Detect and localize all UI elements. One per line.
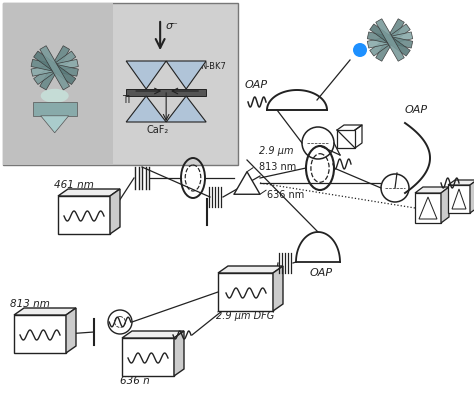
- Polygon shape: [370, 24, 410, 56]
- Text: 636 nm: 636 nm: [267, 190, 304, 200]
- Polygon shape: [234, 172, 260, 194]
- Polygon shape: [126, 61, 166, 89]
- Bar: [3, 3, 238, 165]
- Text: OAP: OAP: [245, 80, 268, 90]
- Polygon shape: [376, 19, 404, 61]
- Polygon shape: [14, 308, 76, 315]
- Bar: [448, 185, 470, 213]
- Polygon shape: [126, 96, 166, 122]
- Polygon shape: [367, 32, 413, 48]
- Text: Ti: Ti: [122, 95, 130, 105]
- Text: 2.9 μm: 2.9 μm: [259, 146, 293, 156]
- Bar: [218, 273, 273, 311]
- Polygon shape: [31, 59, 78, 76]
- Polygon shape: [40, 46, 70, 90]
- Bar: [415, 193, 441, 223]
- Polygon shape: [470, 180, 474, 213]
- Polygon shape: [122, 331, 184, 338]
- Text: N-BK7: N-BK7: [200, 62, 226, 71]
- Circle shape: [353, 43, 367, 57]
- Polygon shape: [166, 96, 206, 122]
- Text: σ⁻: σ⁻: [166, 21, 179, 31]
- Bar: [337, 130, 355, 148]
- Polygon shape: [370, 24, 410, 56]
- Bar: [126, 89, 206, 96]
- Text: CaF₂: CaF₂: [146, 125, 168, 135]
- Bar: [58, 196, 110, 234]
- Text: 813 nm: 813 nm: [10, 299, 50, 309]
- Polygon shape: [415, 187, 449, 193]
- Text: 461 nm: 461 nm: [54, 180, 94, 190]
- Bar: [3, 3, 113, 165]
- Polygon shape: [34, 51, 76, 84]
- Polygon shape: [34, 51, 76, 84]
- Polygon shape: [174, 331, 184, 376]
- Polygon shape: [31, 59, 78, 76]
- Polygon shape: [218, 266, 283, 273]
- Polygon shape: [41, 116, 69, 133]
- Text: 813 nm: 813 nm: [259, 162, 296, 172]
- Text: 636 n: 636 n: [120, 376, 150, 386]
- Bar: [14, 315, 66, 353]
- Polygon shape: [58, 189, 120, 196]
- Polygon shape: [40, 46, 70, 90]
- Text: 2.9 μm DFG: 2.9 μm DFG: [216, 311, 274, 321]
- Bar: [33, 102, 77, 116]
- Polygon shape: [273, 266, 283, 311]
- Polygon shape: [441, 187, 449, 223]
- Polygon shape: [110, 189, 120, 234]
- Text: OAP: OAP: [405, 105, 428, 115]
- Polygon shape: [367, 32, 413, 48]
- Ellipse shape: [41, 89, 69, 103]
- Polygon shape: [66, 308, 76, 353]
- Polygon shape: [448, 180, 474, 185]
- Bar: [122, 338, 174, 376]
- Text: OAP: OAP: [310, 268, 333, 278]
- Polygon shape: [376, 19, 404, 61]
- Polygon shape: [166, 61, 206, 89]
